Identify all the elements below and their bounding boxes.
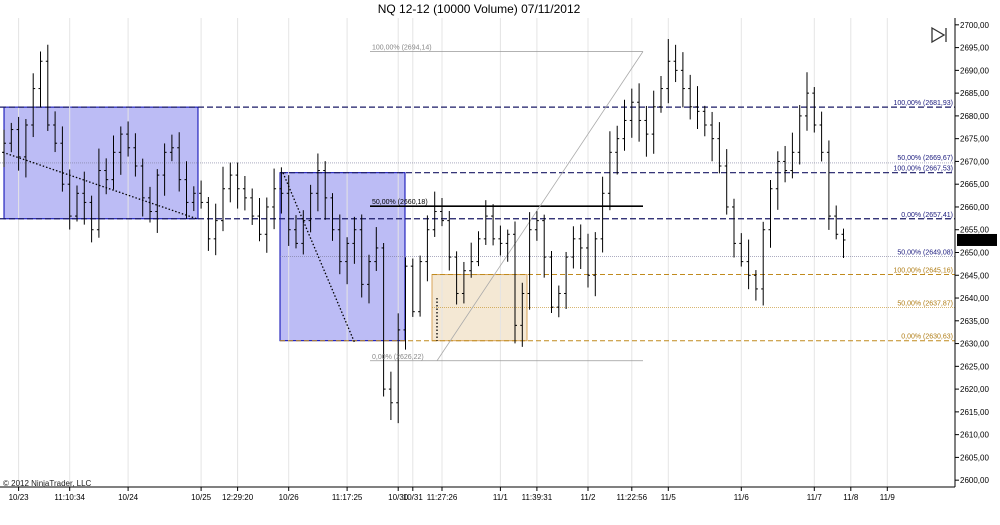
x-tick-label: 11:17:25: [332, 493, 363, 502]
y-tick-label: 2665,00: [960, 180, 989, 189]
last-price-label: 2652,75: [959, 236, 988, 245]
fib3-label-50: 50,00% (2637,87): [897, 301, 953, 308]
y-tick-label: 2630,00: [960, 340, 989, 349]
x-tick-label: 11/1: [493, 493, 509, 502]
y-tick-label: 2625,00: [960, 362, 989, 371]
trend-line-1: [2, 151, 198, 220]
retrace-label-0: 0,00% (2626,22): [372, 354, 424, 361]
retrace-label-100: 100,00% (2694,14): [372, 45, 432, 52]
y-tick-label: 2660,00: [960, 203, 989, 212]
y-tick-label: 2610,00: [960, 431, 989, 440]
x-tick-label: 11/5: [661, 493, 677, 502]
x-tick-label: 10/31: [403, 493, 424, 502]
retrace-trend-line: [436, 51, 644, 362]
y-tick-label: 2655,00: [960, 226, 989, 235]
axes-layer: 2600,00 2605,00 2610,00 2615,00 2620,00 2625,…: [0, 18, 997, 502]
last-price-marker: [957, 233, 997, 246]
x-tick-label: 11/8: [843, 493, 859, 502]
trend-line-2: [282, 172, 356, 344]
y-tick-label: 2700,00: [960, 21, 989, 30]
fib-lines-layer: [0, 51, 955, 362]
retrace-label-50: 50,00% (2660,18): [372, 199, 428, 206]
x-tick-label: 11:22:56: [617, 493, 648, 502]
y-tick-label: 2600,00: [960, 476, 989, 485]
x-tick-label: 10/23: [9, 493, 30, 502]
y-tick-label: 2635,00: [960, 317, 989, 326]
y-tick-label: 2695,00: [960, 44, 989, 53]
fib1-label-50: 50,00% (2669,67): [897, 155, 953, 162]
x-tick-label: 10/25: [191, 493, 212, 502]
x-tick-label: 10/24: [118, 493, 139, 502]
y-tick-label: 2645,00: [960, 271, 989, 280]
fib-boxes-layer: [3, 106, 528, 342]
fib1-label-0: 0,00% (2657,41): [901, 212, 953, 219]
x-tick-label: 11/9: [880, 493, 896, 502]
grid-layer: [18, 18, 888, 487]
x-tick-label: 11:27:26: [427, 493, 458, 502]
chart-title: NQ 12-12 (10000 Volume) 07/11/2012: [377, 2, 581, 16]
copyright-text: © 2012 NinjaTrader, LLC: [3, 479, 92, 488]
x-tick-label: 10/30: [388, 493, 409, 502]
x-tick-label: 12:29:20: [222, 493, 254, 502]
y-tick-label: 2680,00: [960, 112, 989, 121]
fib-labels-layer: 100,00% (2681,93) 50,00% (2669,67) 100,00%…: [372, 45, 953, 361]
y-tick-label: 2620,00: [960, 385, 989, 394]
x-tick-label: 11:10:34: [54, 493, 85, 502]
y-tick-label: 2675,00: [960, 135, 989, 144]
x-tick-label: 11/6: [734, 493, 750, 502]
y-tick-label: 2640,00: [960, 294, 989, 303]
fib3-label-100: 100,00% (2645,16): [893, 268, 953, 275]
x-tick-label: 11/7: [807, 493, 823, 502]
y-tick-label: 2650,00: [960, 249, 989, 258]
y-tick-label: 2615,00: [960, 408, 989, 417]
fib2-label-100: 100,00% (2667,53): [893, 166, 953, 173]
y-tick-label: 2685,00: [960, 89, 989, 98]
y-tick-label: 2605,00: [960, 453, 989, 462]
scroll-to-end-icon[interactable]: [929, 26, 949, 44]
x-tick-label: 11/2: [581, 493, 597, 502]
x-tick-label: 11:39:31: [522, 493, 553, 502]
y-tick-label: 2670,00: [960, 157, 989, 166]
price-bars-layer: [2, 38, 846, 424]
y-tick-label: 2690,00: [960, 66, 989, 75]
x-tick-label: 10/26: [279, 493, 300, 502]
fib3-label-0: 0,00% (2630,63): [901, 334, 953, 341]
fib2-label-50: 50,00% (2649,08): [897, 250, 953, 257]
fib1-label-100: 100,00% (2681,93): [893, 100, 953, 107]
